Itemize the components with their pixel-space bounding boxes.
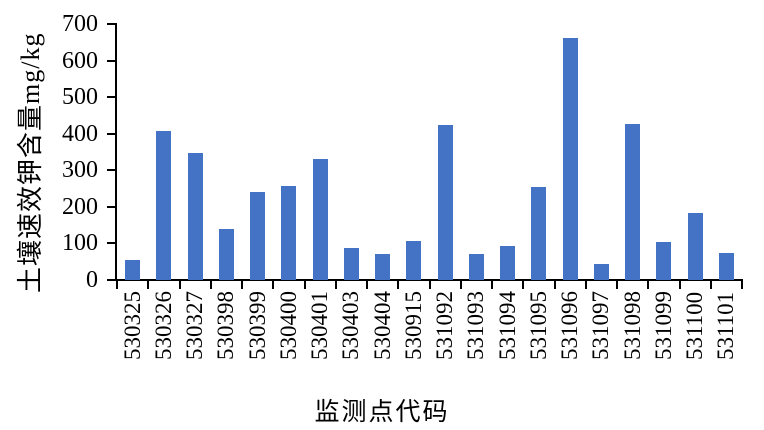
y-tick-label: 400 [62, 120, 98, 147]
x-tick-label: 530404 [369, 291, 395, 360]
x-tick-label: 531096 [557, 291, 583, 360]
x-tick [741, 281, 743, 289]
x-tick-label: 530398 [213, 291, 239, 360]
y-tick [107, 59, 115, 62]
bar-530400 [281, 185, 297, 280]
bar-531097 [593, 263, 609, 280]
x-tick [428, 281, 431, 289]
x-tick-label: 530915 [400, 291, 426, 360]
bar-531096 [562, 38, 578, 280]
x-tick [553, 281, 556, 289]
x-tick [147, 281, 150, 289]
x-tick [303, 281, 306, 289]
x-tick-label: 531092 [432, 291, 458, 360]
x-tick-label: 531099 [650, 291, 676, 360]
bar-530399 [250, 191, 266, 280]
y-tick [107, 23, 115, 25]
x-tick [647, 281, 650, 289]
bar-530327 [187, 153, 203, 280]
bar-530326 [156, 130, 172, 280]
x-tick [616, 281, 618, 289]
x-tick [178, 281, 181, 289]
x-tick-label: 531093 [463, 291, 489, 360]
y-tick [107, 242, 115, 245]
y-tick [107, 205, 115, 208]
y-tick-label: 100 [62, 230, 98, 257]
bar-530325 [125, 259, 141, 280]
y-tick-label: 500 [62, 84, 98, 111]
x-tick-label: 531100 [682, 291, 708, 360]
bar-531094 [500, 245, 516, 280]
bar-531095 [531, 187, 547, 280]
y-tick [107, 96, 115, 99]
y-tick-label: 200 [62, 193, 98, 220]
x-tick-label: 531095 [525, 291, 551, 360]
y-tick [107, 169, 115, 172]
bar-530404 [375, 254, 391, 280]
x-tick [491, 281, 493, 289]
y-tick [107, 279, 115, 281]
x-tick-label: 531098 [619, 291, 645, 360]
bar-531099 [656, 241, 672, 280]
x-tick-label: 530326 [150, 291, 176, 360]
x-tick [241, 281, 243, 289]
x-tick [366, 281, 368, 289]
y-tick-label: 0 [86, 267, 98, 293]
y-tick [107, 132, 115, 135]
bar-530915 [406, 240, 422, 280]
x-tick-label: 531094 [494, 291, 520, 360]
x-tick-label: 530327 [182, 291, 208, 360]
y-tick-label: 700 [62, 11, 98, 37]
bar-531098 [625, 123, 641, 280]
bar-531093 [468, 254, 484, 280]
x-tick [709, 281, 712, 289]
x-tick-label: 530401 [307, 291, 333, 360]
bar-530401 [312, 158, 328, 280]
x-tick [522, 281, 525, 289]
x-tick [334, 281, 337, 289]
bar-531092 [437, 124, 453, 280]
bar-531101 [718, 253, 734, 280]
bar-530398 [218, 229, 234, 280]
x-tick-label: 530403 [338, 291, 364, 360]
x-tick [116, 281, 118, 289]
x-tick [459, 281, 462, 289]
x-axis-line [115, 279, 743, 281]
bar-530403 [343, 247, 359, 280]
y-tick-label: 600 [62, 47, 98, 74]
x-tick [272, 281, 275, 289]
x-tick [397, 281, 400, 289]
x-tick-label: 531101 [713, 291, 739, 360]
x-tick [678, 281, 681, 289]
x-tick-label: 530325 [119, 291, 145, 360]
x-tick [584, 281, 587, 289]
x-tick-label: 530400 [275, 291, 301, 360]
x-axis-title: 监测点代码 [314, 399, 450, 426]
x-tick-label: 531097 [588, 291, 614, 360]
x-tick-label: 530399 [244, 291, 270, 360]
x-tick [209, 281, 212, 289]
y-tick-label: 300 [62, 157, 98, 184]
bar-531100 [687, 213, 703, 280]
y-axis-line [115, 23, 117, 281]
